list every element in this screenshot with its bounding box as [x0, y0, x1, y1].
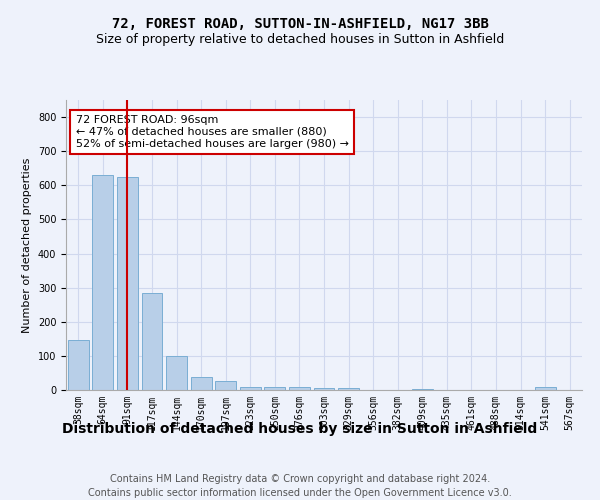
Bar	[68, 340, 89, 390]
Bar	[338, 388, 359, 390]
Bar	[215, 382, 236, 390]
Text: 72 FOREST ROAD: 96sqm
← 47% of detached houses are smaller (880)
52% of semi-det: 72 FOREST ROAD: 96sqm ← 47% of detached …	[76, 116, 349, 148]
Text: 72, FOREST ROAD, SUTTON-IN-ASHFIELD, NG17 3BB: 72, FOREST ROAD, SUTTON-IN-ASHFIELD, NG1…	[112, 18, 488, 32]
Bar	[289, 388, 310, 390]
Bar	[535, 388, 556, 390]
Bar	[265, 388, 286, 390]
Text: Size of property relative to detached houses in Sutton in Ashfield: Size of property relative to detached ho…	[96, 32, 504, 46]
Bar	[314, 388, 334, 390]
Bar	[166, 356, 187, 390]
Bar	[142, 293, 163, 390]
Y-axis label: Number of detached properties: Number of detached properties	[22, 158, 32, 332]
Bar	[92, 175, 113, 390]
Text: Distribution of detached houses by size in Sutton in Ashfield: Distribution of detached houses by size …	[62, 422, 538, 436]
Text: Contains HM Land Registry data © Crown copyright and database right 2024.
Contai: Contains HM Land Registry data © Crown c…	[88, 474, 512, 498]
Bar	[191, 377, 212, 390]
Bar	[240, 386, 261, 390]
Bar	[412, 389, 433, 390]
Bar	[117, 177, 138, 390]
